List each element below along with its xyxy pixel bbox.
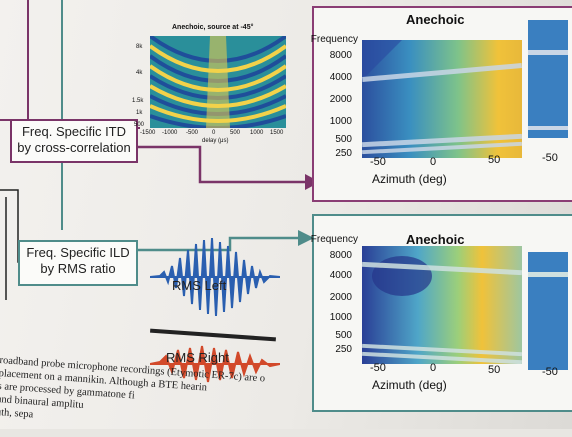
inset-ytick-2: 1.5k <box>132 98 144 104</box>
ild-ytick-500: 500 <box>335 330 352 341</box>
ild-ytick-2000: 2000 <box>329 292 352 303</box>
ild-xtick-neg50: -50 <box>370 362 386 374</box>
ild-xtick-50: 50 <box>488 364 501 376</box>
rms-left-waveform <box>150 237 280 317</box>
ild-panel: Anechoic Frequency 8000 4000 2000 1000 5… <box>310 214 572 412</box>
ild-box: Freq. Specific ILD by RMS ratio <box>18 240 138 286</box>
ild-xtick-right-neg50: -50 <box>542 366 558 378</box>
itd-panel-title: Anechoic <box>406 12 465 27</box>
itd-ytick-250: 250 <box>335 148 352 159</box>
itd-xtick-50: 50 <box>488 154 501 166</box>
ild-heatmap <box>362 246 522 364</box>
rms-right-waveform <box>150 345 280 383</box>
itd-panel-ytitle: Frequency <box>310 34 358 45</box>
itd-ytick-1000: 1000 <box>329 116 352 127</box>
itd-xtick-right-neg50: -50 <box>542 152 558 164</box>
inset-heatmap <box>150 36 286 128</box>
ild-ytick-4000: 4000 <box>329 270 352 281</box>
inset-plot: Anechoic, source at -45° <box>132 24 292 144</box>
ild-panel-title: Anechoic <box>406 232 465 247</box>
inset-title: Anechoic, source at -45° <box>172 24 254 31</box>
inset-xtick-6: 1500 <box>270 130 284 136</box>
itd-ytick-8000: 8000 <box>329 50 352 61</box>
ild-ytick-1000: 1000 <box>329 312 352 323</box>
inset-xtick-2: -500 <box>186 130 199 136</box>
itd-ytick-500: 500 <box>335 134 352 145</box>
ild-panel-ytitle: Frequency <box>310 234 358 245</box>
itd-box-line1: Freq. Specific ITD <box>21 124 127 139</box>
itd-ytick-2000: 2000 <box>329 94 352 105</box>
itd-xlabel: Azimuth (deg) <box>372 172 447 186</box>
itd-xtick-neg50: -50 <box>370 156 386 168</box>
itd-box: Freq. Specific ITD by cross-correlation <box>10 119 138 163</box>
inset-ytick-0: 8k <box>136 44 143 50</box>
inset-xtick-4: 500 <box>230 130 241 136</box>
ild-box-line2: by RMS ratio <box>40 261 116 276</box>
rms-right-label: RMS Right <box>166 350 229 365</box>
inset-ytick-4: 500 <box>134 122 145 128</box>
inset-xlabel: delay (μs) <box>202 138 229 144</box>
itd-panel: Anechoic Frequency 8000 4000 2000 1000 5… <box>310 6 572 202</box>
ild-xlabel: Azimuth (deg) <box>372 378 447 392</box>
ild-heatmap-right <box>528 252 568 370</box>
itd-box-line2: by cross-correlation <box>17 140 131 155</box>
inset-ytick-1: 4k <box>136 70 143 76</box>
inset-xtick-0: -1500 <box>140 130 156 136</box>
inset-xtick-3: 0 <box>212 130 216 136</box>
itd-heatmap-right <box>528 20 568 138</box>
rms-left-label: RMS Left <box>172 278 227 293</box>
ild-ytick-8000: 8000 <box>329 250 352 261</box>
itd-heatmap <box>362 40 522 158</box>
ild-box-line1: Freq. Specific ILD <box>26 245 130 260</box>
inset-xtick-5: 1000 <box>250 130 264 136</box>
inset-xtick-1: -1000 <box>162 130 178 136</box>
ild-ytick-250: 250 <box>335 344 352 355</box>
itd-xtick-0: 0 <box>430 156 437 168</box>
inset-ytick-3: 1k <box>136 110 143 116</box>
ild-xtick-0: 0 <box>430 362 437 374</box>
itd-ytick-4000: 4000 <box>329 72 352 83</box>
